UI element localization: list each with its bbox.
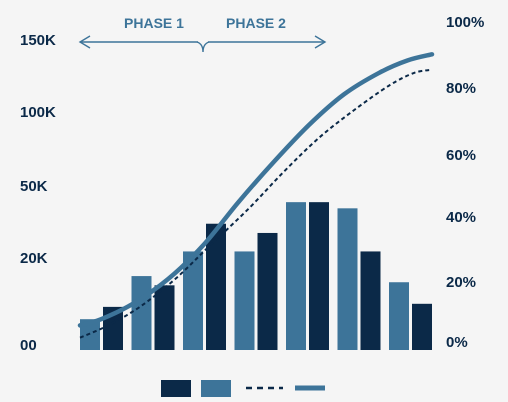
right-tick-label: 100% xyxy=(446,14,484,31)
bar-dark xyxy=(154,285,175,350)
legend-swatch-dark-bar xyxy=(161,380,191,397)
left-tick-label: 100K xyxy=(20,104,56,121)
bar-dark xyxy=(309,202,329,350)
right-tick-label: 60% xyxy=(446,147,476,164)
dashed-curve xyxy=(79,68,433,339)
bar-light xyxy=(389,282,409,350)
right-tick-label: 40% xyxy=(446,209,476,226)
bar-light xyxy=(286,202,306,350)
phase-annotation: PHASE 1 PHASE 2 xyxy=(78,15,327,53)
bar-light xyxy=(337,208,358,350)
bar-light xyxy=(131,276,152,350)
phase-divider-brace xyxy=(196,41,210,53)
phase-2-label: PHASE 2 xyxy=(226,15,286,31)
bar-light xyxy=(234,251,255,350)
bars xyxy=(80,202,432,350)
left-tick-label: 50K xyxy=(20,178,48,195)
legend-swatch-light-bar xyxy=(201,380,231,397)
right-tick-label: 20% xyxy=(446,274,476,291)
solid-curve xyxy=(77,52,435,328)
right-tick-label: 80% xyxy=(446,80,476,97)
left-tick-label: 20K xyxy=(20,250,48,267)
left-axis: 00 20K 50K 100K 150K xyxy=(20,32,56,354)
phase-2-arrow-head xyxy=(314,35,327,49)
legend xyxy=(161,380,325,397)
phase-1-arrow-head xyxy=(78,35,91,49)
bar-dark xyxy=(412,303,432,350)
left-tick-label: 00 xyxy=(20,337,37,354)
bar-dark xyxy=(257,232,278,350)
bar-light xyxy=(183,251,203,350)
phase-1-label: PHASE 1 xyxy=(124,15,184,31)
bar-dark xyxy=(360,251,381,350)
right-tick-label: 0% xyxy=(446,334,468,351)
right-axis: 0% 20% 40% 60% 80% 100% xyxy=(446,14,484,351)
left-tick-label: 150K xyxy=(20,32,56,49)
lines xyxy=(77,52,435,339)
bar-dark xyxy=(206,223,226,350)
